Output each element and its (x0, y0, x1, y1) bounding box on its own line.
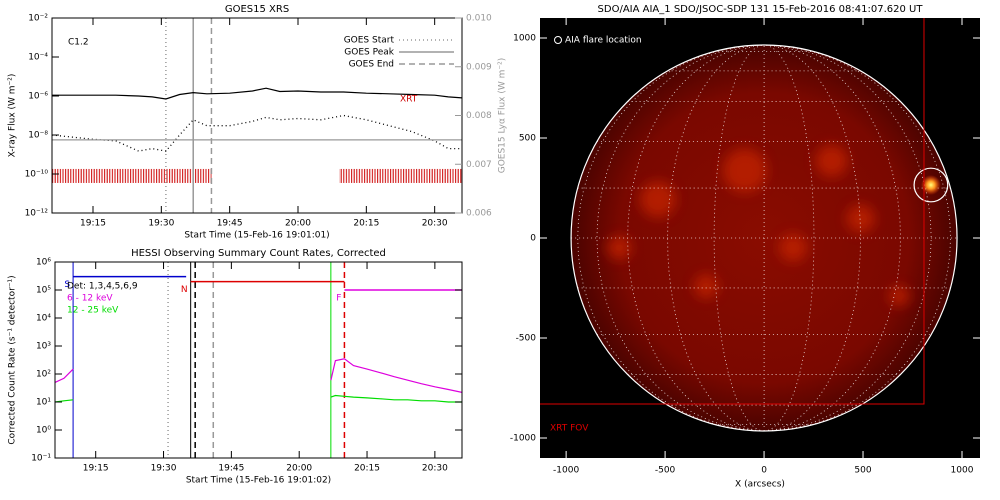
x-tick-label: 20:00 (286, 464, 312, 474)
x-tick-label: 20:30 (422, 219, 448, 229)
x-tick-label: -1000 (553, 466, 579, 476)
active-region (846, 204, 875, 233)
y-tick-label: 10² (36, 370, 51, 380)
flag-label: N (181, 285, 188, 295)
chart-title: HESSI Observing Summary Count Rates, Cor… (131, 248, 386, 259)
legend-label: GOES End (349, 60, 394, 70)
active-region (607, 235, 632, 260)
y-tick-label: 10⁵ (36, 286, 51, 296)
legend-label: 6 - 12 keV (67, 294, 113, 304)
series-line (55, 394, 462, 403)
flag-label: F (336, 294, 341, 304)
y-tick-label: 10⁻¹⁰ (25, 170, 49, 180)
x-tick-label: 19:30 (151, 464, 177, 474)
flare-legend-label: AIA flare location (565, 36, 642, 46)
active-regions (607, 144, 910, 306)
x-tick-label: 20:00 (285, 219, 311, 229)
plot-frame (54, 261, 463, 459)
y2-tick-label: 0.009 (466, 62, 492, 72)
series-line (55, 358, 462, 393)
series-line (52, 114, 462, 152)
active-region (722, 148, 767, 193)
solar-limb (570, 44, 958, 432)
y-tick-label: 1000 (513, 34, 536, 44)
legend-label: GOES Start (344, 36, 395, 46)
x-tick-label: 20:15 (354, 464, 380, 474)
active-region (779, 233, 808, 262)
active-region (694, 274, 719, 299)
y-tick-label: 10⁻² (28, 14, 48, 24)
chart-title: GOES15 XRS (225, 4, 289, 15)
x-tick-label: 19:45 (218, 464, 244, 474)
active-region (815, 144, 848, 177)
chart-title: SDO/AIA AIA_1 SDO/JSOC-SDP 131 15-Feb-20… (598, 4, 924, 15)
y2-tick-label: 0.008 (466, 111, 492, 121)
xrt-fov-label: XRT FOV (550, 424, 589, 434)
x-tick-label: 1000 (951, 466, 974, 476)
x-axis-label: Start Time (15-Feb-16 19:01:01) (184, 231, 329, 241)
y-tick-label: 10⁻¹ (31, 454, 51, 464)
y-tick-label: -500 (516, 334, 537, 344)
x-tick-label: 0 (761, 466, 767, 476)
y-tick-label: 500 (519, 134, 536, 144)
flare-circle (913, 167, 949, 203)
y-tick-label: 10⁻⁸ (28, 131, 48, 141)
x-tick-label: 20:30 (422, 464, 448, 474)
x-tick-label: 19:45 (217, 219, 243, 229)
x-tick-label: 19:15 (80, 219, 106, 229)
x-tick-label: 500 (854, 466, 871, 476)
flare-legend-symbol (554, 36, 562, 44)
y-tick-label: 10⁰ (36, 426, 51, 436)
y2-axis-label: GOES15 Lyα Flux (W m⁻²) (498, 58, 508, 174)
y-tick-label: 10⁴ (36, 314, 51, 324)
longitude-line (764, 44, 901, 432)
active-region (639, 181, 676, 218)
detectors-label: Det: 1,3,4,5,6,9 (67, 282, 138, 292)
xrt-observations (339, 168, 462, 183)
y-tick-label: 10⁻⁴ (28, 53, 48, 63)
y-axis-label: X-ray Flux (W m⁻²) (8, 74, 18, 158)
solar-grid (571, 44, 958, 432)
y-tick-label: 10³ (36, 342, 51, 352)
y2-tick-label: 0.006 (466, 209, 492, 219)
plot-area (52, 18, 462, 213)
x-axis-label: Start Time (15-Feb-16 19:01:02) (186, 476, 331, 486)
y-tick-label: -1000 (510, 434, 536, 444)
x-tick-label: -500 (655, 466, 676, 476)
image-area (540, 18, 958, 432)
y2-tick-label: 0.007 (466, 160, 492, 170)
series-line (52, 87, 462, 100)
x-tick-label: 19:15 (83, 464, 109, 474)
x-tick-label: 20:15 (353, 219, 379, 229)
flare-kernel (920, 175, 941, 195)
flag-label: S (64, 280, 70, 290)
legend-label: GOES Peak (344, 48, 394, 58)
y-tick-label: 10⁻¹² (25, 209, 49, 219)
xrt-label: XRT (400, 95, 418, 105)
xrt-observations (52, 168, 212, 183)
y2-tick-label: 0.010 (466, 14, 492, 24)
y-tick-label: 0 (530, 234, 536, 244)
y-tick-label: 10⁶ (36, 258, 51, 268)
annotation: C1.2 (68, 38, 89, 48)
y-tick-label: 10⁻⁶ (28, 92, 48, 102)
x-tick-label: 19:30 (148, 219, 174, 229)
active-region (889, 285, 910, 306)
legend-label: 12 - 25 keV (67, 306, 119, 316)
y-tick-label: 10¹ (36, 398, 51, 408)
x-axis-label: X (arcsecs) (735, 480, 785, 490)
xrt-fov (540, 18, 925, 405)
y-axis-label: Corrected Count Rate (s⁻¹ detector⁻¹) (8, 275, 18, 444)
plot-frame (51, 17, 463, 214)
